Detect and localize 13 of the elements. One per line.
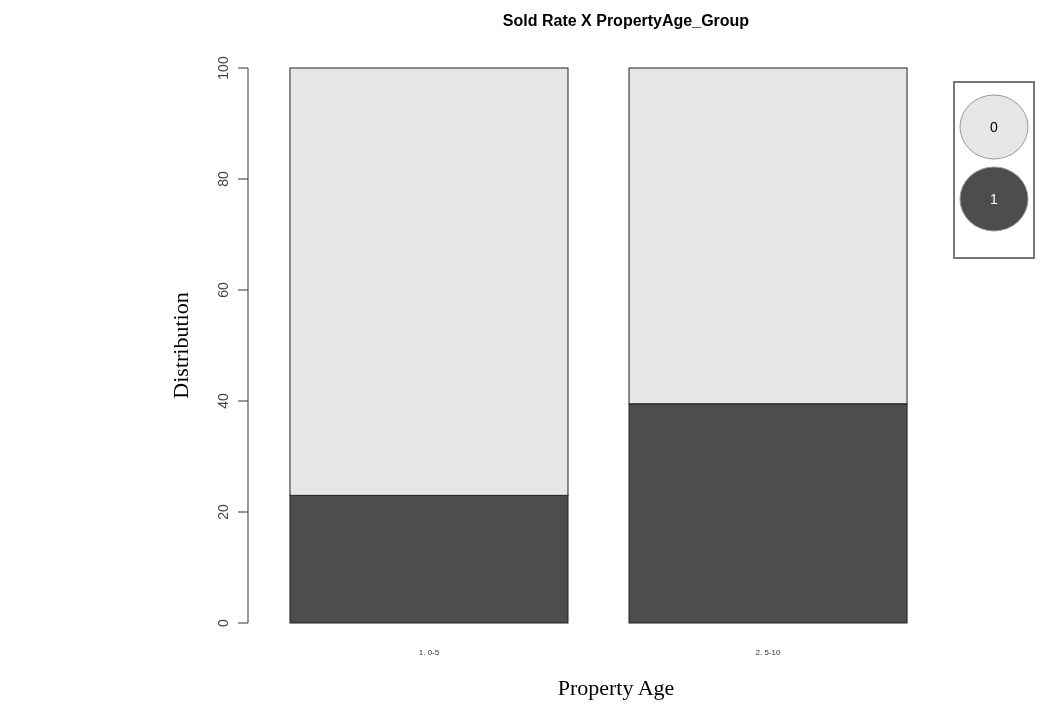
text: 1 [990, 191, 999, 207]
y-tick-label: 0 [215, 618, 231, 627]
y-tick-label: 20 [215, 504, 231, 520]
y-tick-label: 60 [215, 282, 231, 298]
y-tick-label: 100 [215, 56, 231, 80]
y-tick-label: 80 [215, 171, 231, 187]
y-axis-title: Distribution [168, 292, 193, 399]
x-tick-label: 1. 0-5 [418, 648, 440, 657]
text: 0 [990, 119, 999, 135]
y-tick-label: 40 [215, 393, 231, 409]
x-axis-title: Property Age [557, 675, 675, 700]
x-tick-label: 2. 5-10 [755, 648, 782, 657]
chart-title: Sold Rate X PropertyAge_Group [502, 12, 750, 29]
